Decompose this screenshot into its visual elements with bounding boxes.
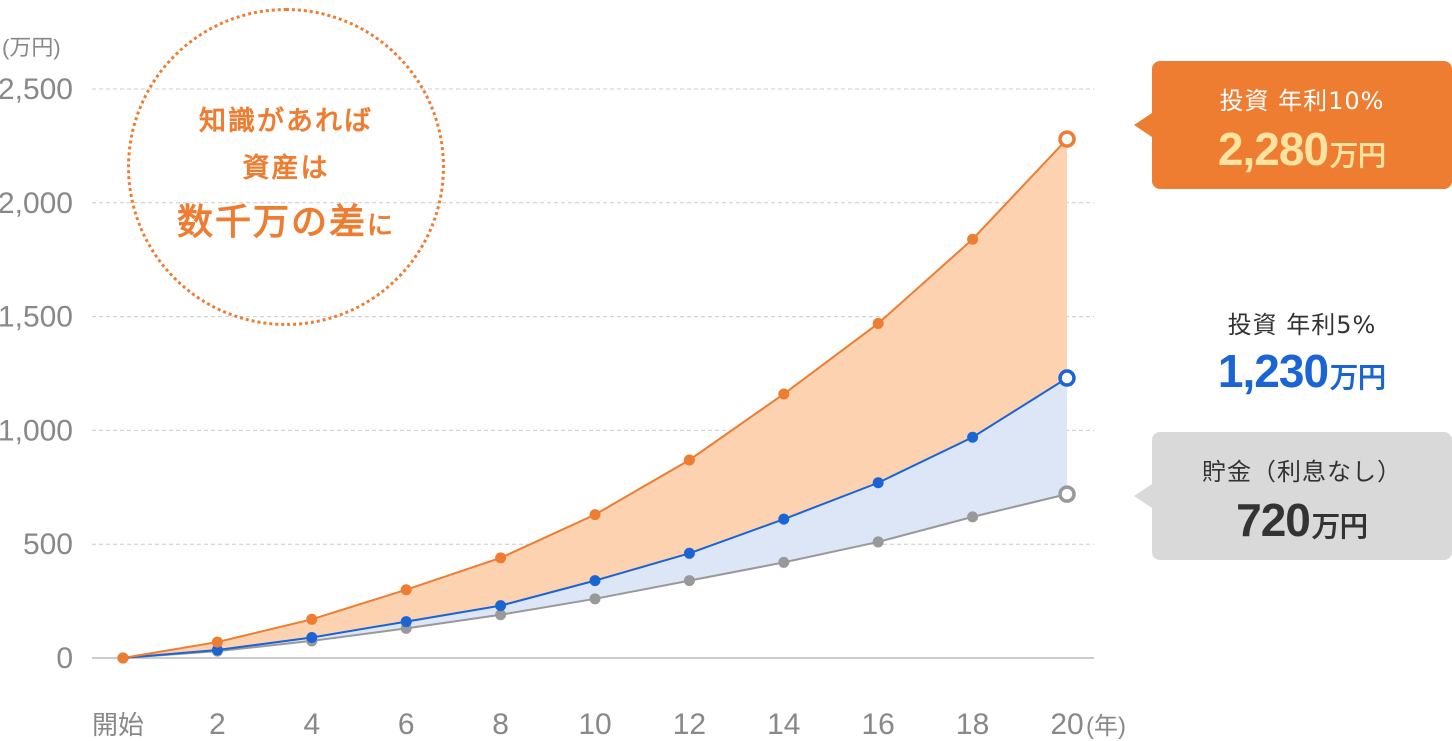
invest-10pct-point bbox=[495, 552, 507, 564]
y-tick-label: 1,500 bbox=[0, 301, 73, 334]
x-tick-label: 4 bbox=[303, 708, 320, 741]
area-fills bbox=[123, 139, 1067, 658]
savings-point bbox=[967, 511, 979, 523]
invest-5pct-point bbox=[211, 644, 223, 656]
badge-invest-5pct: 投資 年利5% 1,230万円 bbox=[1152, 305, 1452, 405]
badge-invest-10pct-unit: 万円 bbox=[1330, 140, 1387, 171]
callout-circle: 知識があれば 資産は 数千万の差に bbox=[127, 8, 445, 326]
invest-10pct-point bbox=[967, 233, 979, 245]
badge-invest-5pct-amount: 1,230万円 bbox=[1152, 348, 1452, 394]
x-tick-label: 10 bbox=[578, 708, 611, 741]
invest-10pct-point bbox=[306, 613, 318, 625]
invest-10pct-point bbox=[211, 636, 223, 648]
area-invest-10pct bbox=[123, 139, 1067, 658]
badge-savings: 貯金（利息なし） 720万円 bbox=[1134, 432, 1452, 560]
callout-line2: 資産は bbox=[242, 153, 330, 184]
callout-line3: 数千万の差に bbox=[130, 193, 442, 245]
x-tick-label: 開始 bbox=[92, 710, 144, 740]
badge-invest-10pct-label: 投資 年利10% bbox=[1219, 87, 1385, 115]
y-tick-label: 0 bbox=[56, 642, 73, 675]
badge-invest-10pct-value: 2,280 bbox=[1217, 123, 1329, 175]
callout-line3-suffix: に bbox=[367, 211, 396, 241]
invest-5pct-point bbox=[589, 575, 601, 587]
badge-invest-5pct-value: 1,230 bbox=[1217, 345, 1329, 397]
data-points bbox=[117, 130, 1076, 664]
y-tick-label: 2,500 bbox=[0, 73, 73, 106]
x-tick-label: 6 bbox=[398, 708, 415, 741]
y-axis-unit: (万円) bbox=[2, 35, 61, 60]
x-tick-label: 14 bbox=[767, 708, 800, 741]
x-tick-label: 18 bbox=[956, 708, 989, 741]
invest-5pct-end-point bbox=[1058, 369, 1076, 387]
invest-10pct-point bbox=[400, 584, 412, 596]
invest-10pct-point bbox=[589, 509, 601, 521]
x-tick-label: 16 bbox=[862, 708, 895, 741]
invest-5pct-point bbox=[683, 547, 695, 559]
savings-point bbox=[495, 609, 507, 621]
invest-10pct-point bbox=[683, 454, 695, 466]
y-tick-label: 500 bbox=[23, 528, 73, 561]
savings-point bbox=[872, 536, 884, 548]
invest-5pct-point bbox=[778, 513, 790, 525]
invest-5pct-point bbox=[306, 632, 318, 644]
savings-point bbox=[589, 593, 601, 605]
invest-10pct-end-point bbox=[1058, 130, 1076, 148]
invest-10pct-point bbox=[778, 388, 790, 400]
savings-end-point bbox=[1058, 485, 1076, 503]
callout-line3-main: 数千万の差 bbox=[176, 202, 367, 243]
x-tick-label: 8 bbox=[492, 708, 509, 741]
badge-savings-label: 貯金（利息なし） bbox=[1202, 458, 1402, 486]
x-tick-label: 2 bbox=[209, 708, 226, 741]
badge-savings-value: 720 bbox=[1236, 494, 1311, 546]
badge-invest-10pct-amount: 2,280万円 bbox=[1152, 126, 1452, 172]
x-axis-unit: (年) bbox=[1086, 713, 1126, 740]
invest-10pct-point bbox=[117, 652, 129, 664]
badge-invest-5pct-unit: 万円 bbox=[1330, 362, 1387, 393]
invest-5pct-point bbox=[495, 600, 507, 612]
savings-point bbox=[683, 575, 695, 587]
badge-savings-amount: 720万円 bbox=[1152, 497, 1452, 543]
badge-invest-10pct: 投資 年利10% 2,280万円 bbox=[1134, 61, 1452, 189]
badge-invest-5pct-label: 投資 年利5% bbox=[1227, 311, 1377, 339]
savings-point bbox=[778, 556, 790, 568]
invest-10pct-point bbox=[872, 317, 884, 329]
area-invest-5pct bbox=[123, 378, 1067, 658]
x-tick-label: 12 bbox=[673, 708, 706, 741]
y-tick-label: 1,000 bbox=[0, 414, 73, 447]
x-tick-label: 20 bbox=[1050, 708, 1083, 741]
invest-5pct-point bbox=[967, 431, 979, 443]
invest-5pct-point bbox=[400, 616, 412, 628]
callout-line1: 知識があれば bbox=[199, 106, 373, 137]
y-tick-labels: 0 500 1,000 1,500 2,000 2,500 bbox=[0, 73, 73, 675]
invest-5pct-point bbox=[872, 477, 884, 489]
badge-savings-unit: 万円 bbox=[1311, 511, 1368, 542]
x-tick-labels: 開始 2 4 6 8 10 12 14 16 18 20 bbox=[92, 708, 1084, 741]
y-tick-label: 2,000 bbox=[0, 187, 73, 220]
